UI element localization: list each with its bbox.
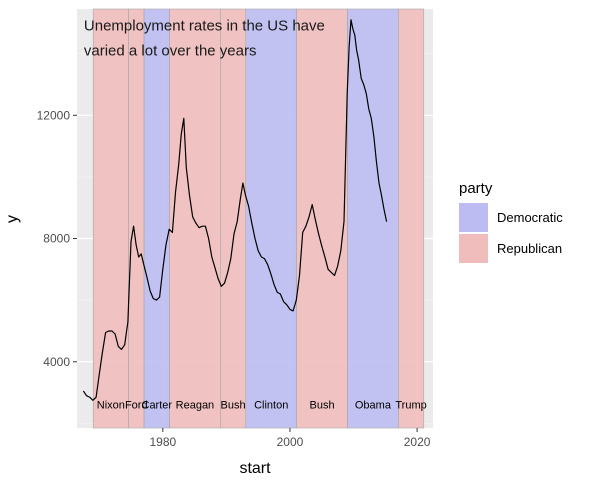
x-axis-title: start [239, 460, 271, 477]
series-line [82, 19, 388, 401]
president-bands [92, 8, 425, 429]
x-axis: 1980 2000 2020 [149, 428, 431, 449]
legend-label-republican: Republican [497, 241, 562, 256]
president-label: Nixon [97, 399, 125, 411]
y-tick-label: 8000 [43, 232, 70, 246]
legend-key-republican [459, 234, 488, 263]
president-band [296, 8, 348, 429]
president-label: Reagan [176, 399, 215, 411]
y-tick-label: 12000 [37, 108, 71, 122]
y-axis-title: y [4, 215, 21, 223]
president-band [169, 8, 221, 429]
president-band [128, 8, 145, 429]
annotation-text: varied a lot over the years [84, 42, 257, 59]
annotation: Unemployment rates in the US have varied … [84, 17, 325, 59]
y-axis: 4000 8000 12000 [37, 108, 77, 369]
y-tick-label: 4000 [43, 355, 70, 369]
president-label: Bush [310, 399, 335, 411]
series-line-layer [82, 19, 388, 401]
president-band [143, 8, 170, 429]
president-band [245, 8, 297, 429]
legend-label-democratic: Democratic [497, 210, 563, 225]
president-band [398, 8, 425, 429]
x-tick-label: 2020 [404, 435, 431, 449]
president-band [347, 8, 399, 429]
president-label: Obama [355, 399, 392, 411]
president-label: Clinton [254, 399, 288, 411]
president-label: Bush [221, 399, 246, 411]
legend-title: party [459, 180, 493, 197]
legend: party Democratic Republican [459, 180, 563, 263]
x-tick-label: 1980 [149, 435, 176, 449]
president-label: Ford [125, 399, 148, 411]
president-band [220, 8, 247, 429]
president-label: Trump [395, 399, 426, 411]
president-band [92, 8, 129, 429]
legend-key-democratic [459, 203, 488, 232]
annotation-text: Unemployment rates in the US have [84, 17, 325, 34]
x-tick-label: 2000 [277, 435, 304, 449]
president-label: Carter [142, 399, 173, 411]
